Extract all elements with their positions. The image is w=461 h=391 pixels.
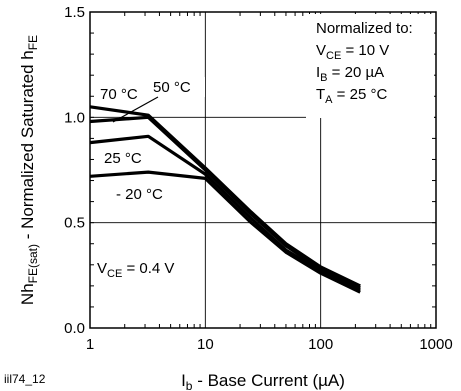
plot-frame (89, 11, 437, 329)
vce-label: VCE = 0.4 V (97, 260, 174, 280)
normalized-box (306, 14, 434, 118)
normalized-title: Normalized to: (316, 20, 413, 37)
y-tick-label: 1.5 (64, 4, 85, 21)
label-bg-m20c (114, 184, 182, 204)
label-bg-25c (101, 148, 155, 168)
y-tick-label: 0.5 (64, 215, 85, 232)
label-leader-50c (112, 96, 159, 123)
figure-id: iil74_12 (4, 372, 46, 386)
x-tick-label: 100 (308, 336, 333, 353)
y-axis-label: NhFE(sat) - Normalized Saturated hFE (18, 35, 40, 305)
x-tick-label: 10 (197, 336, 214, 353)
x-tick-label: 1000 (419, 336, 452, 353)
label-bg-50c (151, 77, 205, 97)
series-label-70c: 70 °C (100, 86, 138, 103)
series-label-25c: 25 °C (104, 150, 142, 167)
label-bg-70c (98, 84, 148, 104)
tick-labels: 1 10 100 1000 0.0 0.5 1.0 1.5 (64, 4, 453, 353)
x-tick-label: 1 (86, 336, 94, 353)
series-label-minus-20c: - 20 °C (116, 186, 163, 203)
series-label-50c: 50 °C (153, 79, 191, 96)
condition-ib: IB = 20 µA (316, 64, 384, 84)
y-tick-label: 1.0 (64, 109, 85, 126)
condition-vce: VCE = 10 V (316, 42, 389, 62)
series-line-3 (89, 170, 361, 294)
series-line-1 (89, 115, 361, 290)
condition-ta: TA = 25 °C (316, 86, 387, 106)
series-line-2 (89, 134, 361, 292)
x-axis-label: Ib - Base Current (µA) (181, 371, 345, 391)
series-lines (89, 105, 361, 294)
y-tick-label: 0.0 (64, 320, 85, 337)
label-bg-vce (94, 255, 174, 279)
